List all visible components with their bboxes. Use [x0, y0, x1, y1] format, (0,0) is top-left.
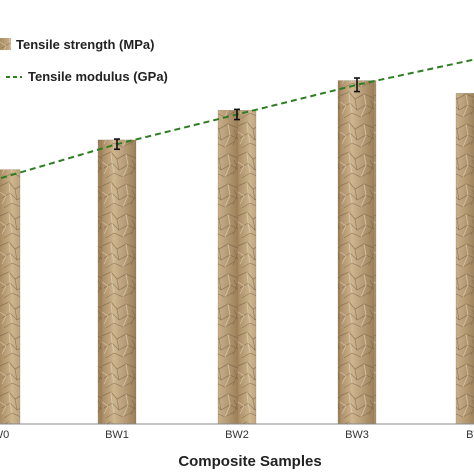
error-bar-bw2 — [234, 108, 240, 121]
legend-bar-swatch — [0, 38, 11, 50]
bars-layer — [0, 80, 474, 425]
legend-label-modulus: Tensile modulus (GPa) — [28, 69, 168, 84]
x-tick-labels: W0 BW1 BW2 BW3 BW — [0, 429, 474, 441]
x-tick-label-bw2: BW2 — [225, 429, 249, 441]
x-axis-title: Composite Samples — [178, 453, 321, 470]
legend-label-strength: Tensile strength (MPa) — [16, 37, 154, 52]
bar-bw1 — [97, 139, 137, 425]
error-bar-bw1 — [114, 138, 120, 151]
legend: Tensile strength (MPa) Tensile modulus (… — [0, 37, 168, 84]
x-tick-label-bw: BW — [466, 429, 474, 441]
bar-bw3 — [337, 80, 377, 425]
x-tick-label-bw1: BW1 — [105, 429, 129, 441]
modulus-line-layer — [0, 58, 474, 180]
bar-w0 — [0, 169, 21, 425]
bar-bw — [455, 93, 474, 425]
x-tick-label-bw3: BW3 — [345, 429, 369, 441]
error-bar-bw3 — [354, 77, 360, 93]
x-tick-label-w0: W0 — [0, 429, 9, 441]
bar-bw2 — [217, 110, 257, 425]
